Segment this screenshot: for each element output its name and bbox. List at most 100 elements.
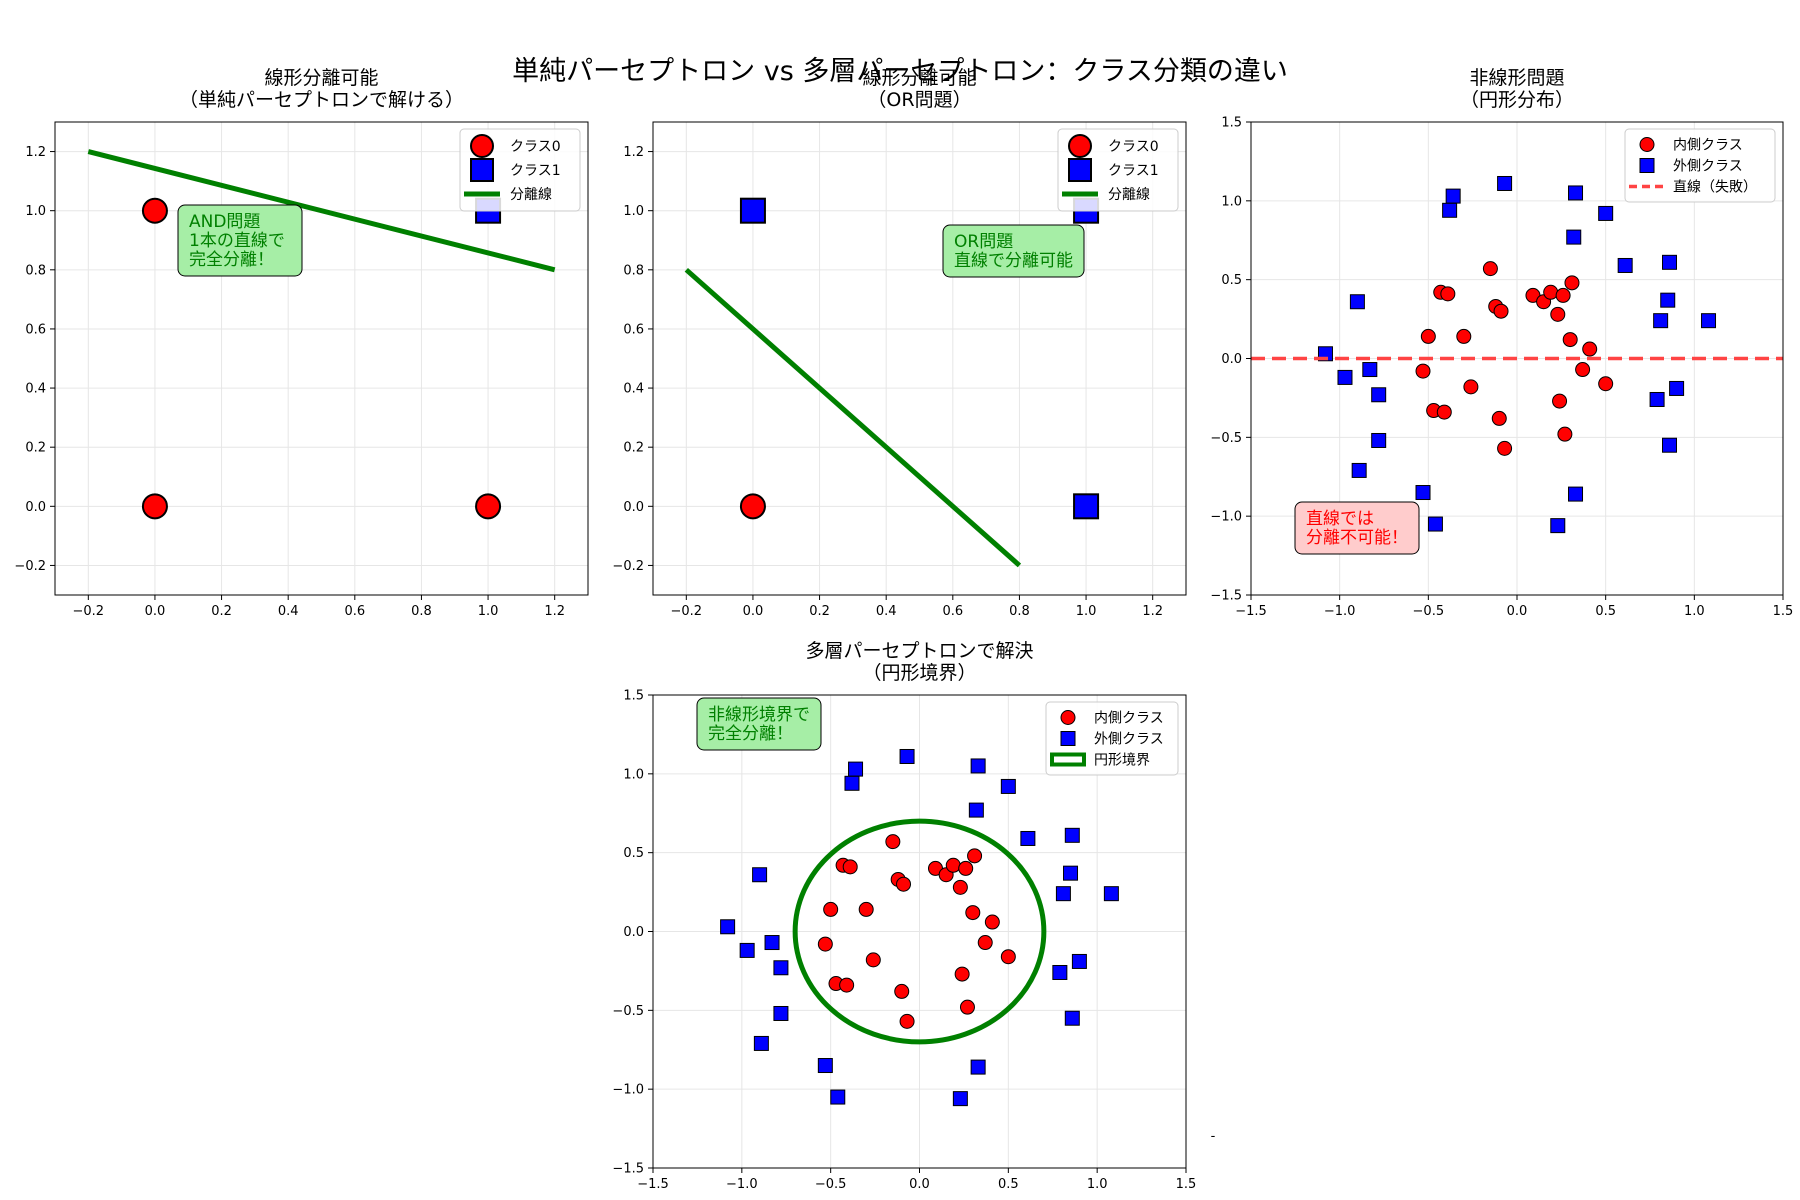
data-point-square bbox=[1052, 964, 1068, 980]
data-point-circle bbox=[1550, 306, 1566, 322]
data-point-circle bbox=[858, 901, 874, 917]
y-tick-label: −0.5 bbox=[1210, 431, 1242, 446]
legend-label: クラス1 bbox=[1108, 163, 1159, 179]
y-tick-label: 0.0 bbox=[25, 500, 46, 515]
legend-marker-square bbox=[1060, 731, 1076, 746]
y-tick-label: 0.0 bbox=[1221, 352, 1242, 367]
x-tick-label: 0.5 bbox=[998, 1177, 1019, 1192]
legend-marker-square bbox=[470, 158, 494, 182]
x-tick-label: 0.6 bbox=[344, 604, 365, 619]
data-point-square bbox=[1662, 437, 1678, 453]
subplot-and: 線形分離可能（単純パーセプトロンで解ける） −0.2 0.0 0.2 0.4 0.6 0.8… bbox=[14, 67, 589, 619]
data-point-square bbox=[1442, 202, 1458, 218]
data-point-square bbox=[952, 1091, 968, 1107]
data-point-circle bbox=[823, 901, 839, 917]
y-tick-label: −0.5 bbox=[612, 1004, 644, 1019]
y-tick-label: 1.5 bbox=[623, 689, 644, 704]
legend-marker-circle bbox=[470, 134, 494, 158]
data-point-circle bbox=[1463, 379, 1479, 395]
legend-box bbox=[1624, 128, 1776, 203]
data-point-square bbox=[1415, 485, 1431, 501]
data-point-circle bbox=[842, 859, 858, 875]
x-tick-label: 1.2 bbox=[544, 604, 565, 619]
data-point-square bbox=[970, 1059, 986, 1075]
data-point-circle bbox=[1000, 949, 1016, 965]
subplot-title-line: 線形分離可能 bbox=[862, 67, 976, 89]
legend-label: 円形境界 bbox=[1094, 753, 1150, 769]
data-point-circle bbox=[739, 493, 766, 520]
data-point-circle bbox=[885, 834, 901, 850]
x-tick-label: −0.5 bbox=[1413, 604, 1445, 619]
data-point-square bbox=[848, 761, 864, 777]
y-tick-label: −1.0 bbox=[612, 1083, 644, 1098]
y-tick-label: −1.5 bbox=[1210, 589, 1242, 604]
x-tick-label: 0.8 bbox=[411, 604, 432, 619]
x-tick-label: −0.2 bbox=[671, 604, 703, 619]
x-tick-label: 1.0 bbox=[478, 604, 499, 619]
data-point-square bbox=[1371, 432, 1387, 448]
plot-area-and bbox=[87, 149, 556, 520]
data-point-circle bbox=[817, 936, 833, 952]
data-point-square bbox=[1568, 486, 1584, 502]
subplot-title-line: （OR問題） bbox=[867, 89, 971, 111]
data-point-circle bbox=[945, 857, 961, 873]
data-point-circle bbox=[1420, 328, 1436, 344]
subplot-title-line: 線形分離可能 bbox=[264, 67, 378, 89]
x-tick-label: 0.2 bbox=[211, 604, 232, 619]
data-point-circle bbox=[839, 977, 855, 993]
y-tick-label: 0.6 bbox=[25, 322, 46, 337]
y-tick-label: 1.5 bbox=[1221, 116, 1242, 131]
subplot-panels: 線形分離可能（単純パーセプトロンで解ける）−0.2 0.0 0.2 0.4 0.6 0.8… bbox=[14, 67, 1793, 1192]
data-point-square bbox=[1000, 778, 1016, 794]
y-tick-label: 0.8 bbox=[25, 263, 46, 278]
x-tick-label: −1.5 bbox=[637, 1177, 669, 1192]
data-point-square bbox=[764, 935, 780, 951]
legend-marker-circle bbox=[1060, 710, 1076, 725]
annotation-text-line: 1本の直線で bbox=[189, 231, 285, 251]
data-point-circle bbox=[475, 493, 502, 520]
y-tick-label: 1.0 bbox=[623, 767, 644, 782]
subplot-title-line: （円形分布） bbox=[1460, 89, 1574, 111]
axes-frame bbox=[1250, 121, 1784, 596]
x-tick-label: 0.5 bbox=[1595, 604, 1616, 619]
data-point-circle bbox=[959, 999, 975, 1015]
x-tick-label: 0.0 bbox=[1507, 604, 1528, 619]
legend-label: 外側クラス bbox=[1673, 159, 1743, 175]
data-point-square bbox=[773, 960, 789, 976]
data-point-square bbox=[1055, 886, 1071, 902]
data-point-square bbox=[817, 1058, 833, 1074]
data-point-circle bbox=[141, 197, 168, 224]
y-tick-label: 0.5 bbox=[623, 846, 644, 861]
legend-marker-square bbox=[1639, 158, 1655, 173]
data-point-square bbox=[1653, 313, 1669, 329]
data-point-square bbox=[1063, 865, 1079, 881]
data-point-square bbox=[1662, 254, 1678, 270]
x-tick-label: 0.0 bbox=[743, 604, 764, 619]
legend-label: クラス1 bbox=[510, 163, 561, 179]
annotation-box bbox=[1294, 501, 1420, 555]
data-point-circle bbox=[1415, 363, 1431, 379]
x-tick-label: 1.0 bbox=[1087, 1177, 1108, 1192]
y-tick-label: 0.4 bbox=[623, 382, 644, 397]
y-tick-label: −0.2 bbox=[612, 559, 644, 574]
data-point-square bbox=[899, 748, 915, 764]
subplot-title-line: 多層パーセプトロンで解決 bbox=[805, 640, 1033, 662]
y-tick-label: 1.0 bbox=[25, 204, 46, 219]
y-tick-label: 1.0 bbox=[1221, 194, 1242, 209]
x-tick-label: 0.0 bbox=[145, 604, 166, 619]
legend-label: クラス0 bbox=[1108, 139, 1159, 155]
y-tick-label: 1.2 bbox=[623, 145, 644, 160]
data-point-square bbox=[1617, 257, 1633, 273]
data-point-square bbox=[830, 1089, 846, 1105]
data-point-square bbox=[1103, 886, 1119, 902]
y-tick-label: 0.2 bbox=[623, 441, 644, 456]
data-point-circle bbox=[1493, 303, 1509, 319]
legend-label: クラス0 bbox=[510, 139, 561, 155]
y-tick-label: 0.4 bbox=[25, 382, 46, 397]
x-tick-label: 1.0 bbox=[1684, 604, 1705, 619]
data-point-square bbox=[1371, 387, 1387, 403]
